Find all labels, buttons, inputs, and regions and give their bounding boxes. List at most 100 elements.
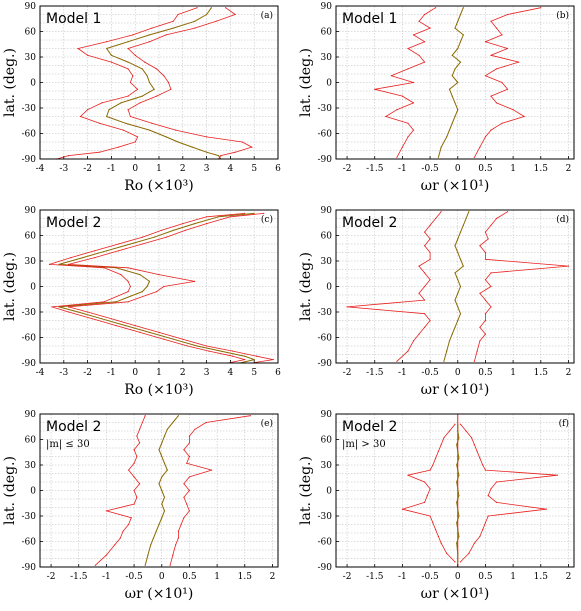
data-point (462, 265, 464, 267)
x-tick-label: 3 (204, 368, 210, 378)
series-mean (144, 415, 179, 566)
data-point (457, 508, 459, 510)
data-point (446, 136, 448, 138)
data-point (451, 333, 453, 335)
data-point (407, 136, 409, 138)
data-point (148, 129, 151, 131)
data-point (101, 318, 103, 320)
x-tick-label: 0 (455, 368, 461, 378)
data-point (462, 224, 464, 226)
x-tick-label: 1 (510, 164, 516, 174)
x-tick-label: 1 (156, 164, 162, 174)
data-point (232, 355, 234, 357)
data-point (458, 515, 460, 517)
y-tick-label: 60 (321, 436, 333, 446)
data-point (87, 311, 89, 313)
data-point (454, 272, 456, 274)
data-point (473, 360, 475, 362)
x-tick-label: -1.5 (366, 368, 384, 378)
data-point (103, 301, 105, 303)
series-mean (58, 212, 255, 364)
y-tick-label: 0 (326, 283, 332, 293)
data-point (191, 146, 193, 148)
data-point (454, 299, 456, 301)
y-tick-label: 30 (321, 461, 333, 471)
data-point (125, 325, 127, 327)
data-point (182, 223, 184, 225)
y-tick-label: 90 (25, 2, 37, 12)
data-point (501, 81, 503, 84)
data-point (484, 469, 487, 471)
data-point (459, 41, 462, 43)
x-tick-label: 2 (180, 368, 186, 378)
x-tick-label: 0 (132, 164, 138, 174)
x-tick-label: -4 (36, 164, 45, 174)
data-point (456, 444, 458, 446)
data-point (106, 47, 108, 50)
data-point (418, 265, 420, 267)
x-tick-label: -1 (102, 572, 111, 582)
x-tick-label: 5 (251, 164, 257, 174)
panel-2: -4 -3 -2 -1 0 1 2 3 4 5 6 -90 -60 -30 0 30 60 90 Ro (×10³)… (2, 206, 281, 398)
data-point (133, 503, 135, 505)
data-point (163, 510, 166, 512)
y-tick-label: -90 (318, 359, 333, 369)
data-point (429, 515, 431, 517)
data-point (448, 430, 451, 432)
series-mean (443, 211, 470, 362)
data-point (120, 274, 122, 276)
data-point (454, 326, 456, 328)
data-point (423, 285, 426, 288)
data-point (459, 61, 462, 63)
data-point (437, 535, 439, 538)
data-point (479, 535, 481, 538)
data-point (456, 501, 458, 503)
data-point (127, 41, 129, 43)
data-point (440, 542, 442, 544)
series-upper (474, 211, 569, 362)
y-tick-label: 60 (25, 232, 37, 242)
data-point (194, 27, 196, 29)
data-point (479, 457, 481, 459)
x-tick-label: 5 (251, 368, 257, 378)
series-lower (56, 7, 198, 160)
data-point (127, 61, 129, 63)
x-tick-label: 1.5 (238, 572, 253, 582)
data-point (87, 54, 89, 56)
data-point (468, 552, 470, 555)
data-point (540, 7, 542, 9)
series-lower (95, 415, 146, 566)
panel-3: -2 -1.5 -1 -0.5 0 0.5 1 1.5 2 -90 -60 -30 0 30 60 90 ωr … (298, 206, 575, 398)
data-point (139, 428, 141, 430)
data-point (167, 81, 170, 84)
data-point (155, 530, 157, 532)
data-point (495, 217, 498, 220)
data-point (141, 236, 143, 238)
data-point (501, 34, 503, 36)
y-tick-label: 90 (25, 206, 37, 216)
data-point (426, 495, 428, 497)
data-point (479, 340, 481, 342)
data-point (229, 216, 231, 218)
data-point (518, 61, 520, 63)
data-point (158, 523, 160, 526)
data-point (484, 41, 487, 43)
data-point (473, 156, 475, 158)
y-tick-label: -90 (22, 563, 37, 573)
data-point (457, 251, 459, 254)
data-point (456, 522, 458, 524)
data-point (459, 231, 462, 233)
data-point (458, 437, 460, 439)
data-point (458, 535, 460, 538)
data-point (423, 41, 426, 43)
model-label: Model 2 (342, 215, 397, 231)
data-point (454, 245, 456, 247)
data-point (206, 13, 208, 16)
x-tick-label: 0.5 (478, 164, 493, 174)
data-point (148, 81, 151, 84)
data-point (208, 350, 210, 352)
data-point (459, 285, 462, 288)
x-axis-label: ωr (×10¹) (125, 586, 194, 602)
data-point (98, 151, 101, 153)
data-point (158, 483, 160, 485)
